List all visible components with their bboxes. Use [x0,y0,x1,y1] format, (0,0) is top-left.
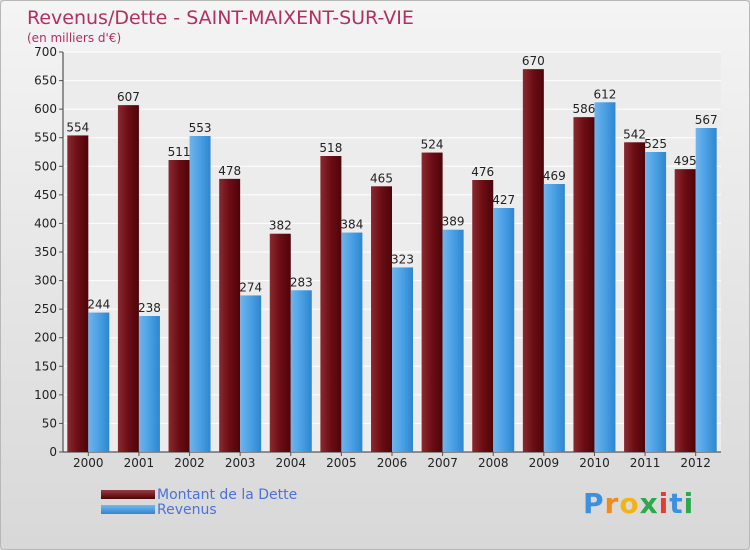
x-tick-label: 2002 [174,456,205,470]
bar-revenus [290,290,312,452]
value-label-revenus: 244 [87,298,110,312]
bar-revenus [189,136,211,452]
y-tick-label: 100 [34,388,57,402]
bar-dette [320,156,342,452]
value-label-revenus: 389 [442,215,465,229]
y-tick-label: 150 [34,359,57,373]
legend-item-dette: Montant de la Dette [101,486,298,503]
value-label-revenus: 238 [138,301,161,315]
bar-dette [573,117,595,453]
value-label-revenus: 274 [239,280,262,294]
legend-label-revenus: Revenus [157,501,217,518]
value-label-revenus: 567 [695,113,718,127]
value-label-revenus: 612 [594,87,617,101]
value-label-dette: 511 [168,145,191,159]
x-tick-label: 2000 [73,456,104,470]
bar-dette [472,180,494,452]
bar-dette [219,178,241,452]
value-label-dette: 554 [66,120,89,134]
y-tick-label: 250 [34,302,57,316]
x-tick-label: 2004 [275,456,306,470]
bar-dette [168,160,190,452]
value-label-dette: 478 [218,164,241,178]
x-tick-label: 2008 [478,456,509,470]
bar-dette [67,135,89,452]
value-label-dette: 607 [117,90,140,104]
y-tick-label: 700 [34,45,57,59]
x-tick-label: 2006 [377,456,408,470]
bar-revenus [392,267,413,452]
legend-swatch-dette [101,490,155,499]
value-label-dette: 382 [269,219,292,233]
y-tick-label: 450 [34,188,57,202]
value-label-dette: 586 [573,102,596,116]
legend-label-dette: Montant de la Dette [157,486,298,503]
bar-revenus [138,316,160,452]
legend-item-revenus: Revenus [101,501,297,518]
x-tick-label: 2007 [427,456,458,470]
proxiti-logo: Proxiti [583,487,695,520]
bar-dette [522,69,544,453]
y-tick-label: 0 [49,445,57,459]
bar-dette [674,169,696,452]
value-label-revenus: 553 [189,121,212,135]
value-label-dette: 524 [421,138,444,152]
x-tick-label: 2005 [326,456,357,470]
bar-revenus [240,295,262,452]
bar-dette [269,233,291,452]
value-label-revenus: 525 [644,137,667,151]
y-tick-label: 50 [42,416,57,430]
value-label-dette: 495 [674,154,697,168]
bar-dette [624,142,646,453]
y-tick-label: 350 [34,245,57,259]
bar-dette [371,186,392,453]
y-tick-label: 500 [34,159,57,173]
bar-revenus [543,184,565,452]
value-label-dette: 518 [319,141,342,155]
value-label-revenus: 384 [340,218,363,232]
bar-revenus [594,102,616,453]
x-tick-label: 2010 [579,456,610,470]
value-label-dette: 670 [522,54,545,68]
x-tick-label: 2009 [529,456,560,470]
legend: Montant de la Dette Revenus [101,486,298,518]
y-tick-label: 600 [34,102,57,116]
x-tick-label: 2012 [680,456,711,470]
bar-revenus [493,208,515,452]
y-tick-label: 300 [34,274,57,288]
bar-dette [421,152,443,453]
bar-revenus [341,232,363,452]
bar-revenus [645,152,667,452]
bar-revenus [695,128,717,452]
value-label-dette: 542 [623,127,646,141]
bar-revenus [88,312,110,452]
chart-title: Revenus/Dette - SAINT-MAIXENT-SUR-VIE [27,7,414,29]
bar-dette [117,105,139,453]
value-label-revenus: 469 [543,169,566,183]
x-tick-label: 2003 [225,456,256,470]
bar-revenus [442,229,464,452]
y-tick-label: 200 [34,331,57,345]
value-label-dette: 476 [471,165,494,179]
legend-swatch-revenus [101,505,155,514]
value-label-revenus: 323 [391,252,414,266]
chart-subtitle: (en milliers d'€) [27,31,122,45]
y-tick-label: 400 [34,216,57,230]
x-tick-label: 2011 [630,456,661,470]
y-tick-label: 550 [34,131,57,145]
value-label-revenus: 427 [492,193,515,207]
y-tick-label: 650 [34,74,57,88]
value-label-revenus: 283 [290,275,313,289]
value-label-dette: 465 [370,171,393,185]
x-tick-label: 2001 [124,456,155,470]
